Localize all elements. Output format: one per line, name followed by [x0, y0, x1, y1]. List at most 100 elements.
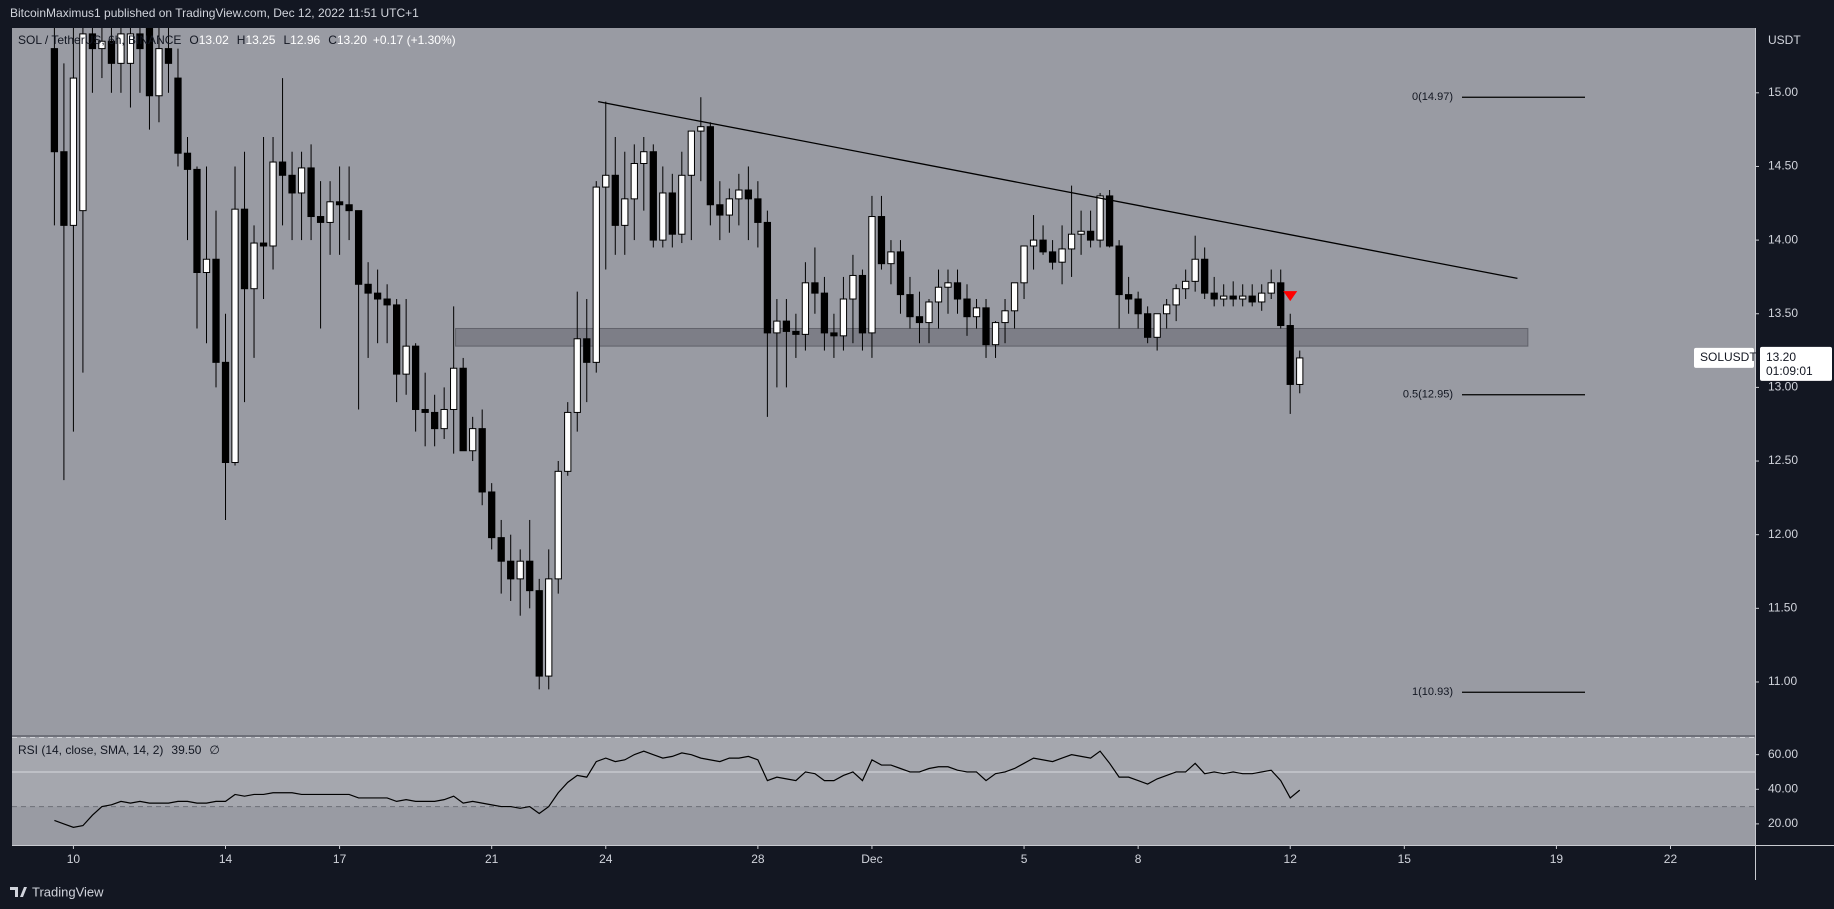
candle-body-up: [735, 189, 743, 200]
candle-body-down: [307, 167, 315, 218]
rsi-legend: RSI (14, close, SMA, 14, 2) 39.50 ∅: [18, 743, 220, 757]
last-price-box: [1760, 346, 1832, 381]
legend-key: L: [283, 33, 290, 47]
signal-marker: [1283, 291, 1298, 302]
candle-body-down: [316, 216, 325, 223]
legend-value: 12.96: [290, 33, 320, 47]
candle-body-up: [687, 130, 695, 176]
candle-body-up: [659, 192, 667, 241]
candle-body-down: [478, 428, 486, 493]
x-tick-label: 10: [67, 852, 81, 866]
candle-body-down: [50, 48, 59, 153]
candle-body-up: [1020, 245, 1028, 284]
candle-body-up: [269, 161, 277, 247]
candle-body-down: [1229, 295, 1237, 300]
brand-logo: [10, 887, 27, 897]
candle-body-down: [459, 367, 467, 452]
rsi-plot: [12, 737, 1755, 828]
legend-change: +0.17 (+1.30%): [373, 33, 456, 47]
y-tick-label: 14.00: [1768, 232, 1798, 246]
legend-value: 13.25: [245, 33, 275, 47]
candle-body-down: [193, 168, 201, 274]
candle-body-down: [1039, 239, 1047, 253]
candle-body-down: [212, 258, 220, 363]
candle-body-down: [507, 560, 515, 580]
candle-body-down: [421, 408, 429, 413]
candle-body-up: [602, 174, 610, 188]
y-tick-label: 13.00: [1768, 380, 1798, 394]
candle-body-up: [773, 320, 781, 334]
candle-body-down: [431, 411, 439, 430]
candle-body-up: [202, 258, 211, 274]
x-tick-label: Dec: [861, 852, 882, 866]
candle-body-down: [354, 210, 363, 285]
candle-body-up: [944, 282, 952, 288]
y-tick-label: 12.50: [1768, 453, 1798, 467]
candle-body-down: [792, 330, 800, 335]
candle-body-up: [1239, 295, 1247, 300]
candle-body-down: [716, 204, 724, 216]
candle-body-down: [364, 283, 372, 294]
candle-body-up: [868, 216, 876, 334]
fib-label: 1(10.93): [1412, 686, 1453, 698]
candle-body-up: [1267, 282, 1275, 294]
candle-body-down: [488, 491, 496, 539]
x-tick-label: 19: [1550, 852, 1564, 866]
candle-body-down: [611, 174, 619, 226]
candle-body-down: [107, 40, 116, 64]
candle-body-down: [136, 33, 144, 50]
y-tick-label: 40.00: [1768, 781, 1798, 795]
candle-body-down: [1086, 230, 1095, 241]
candle-body-down: [1105, 195, 1114, 247]
candle-body-down: [288, 174, 296, 194]
candle-body-up: [469, 428, 477, 452]
candle-body-down: [373, 292, 382, 300]
candle-body-up: [126, 33, 135, 64]
candle-body-down: [953, 282, 962, 300]
candle-body-up: [725, 198, 733, 216]
candle-body-down: [60, 151, 68, 226]
countdown-label: 01:09:01: [1766, 364, 1813, 378]
candle-body-up: [450, 367, 458, 410]
candle-body-up: [326, 201, 334, 223]
candle-body-down: [88, 33, 97, 50]
candle-body-up: [991, 322, 1000, 346]
candle-body-up: [1067, 233, 1076, 250]
candle-body-down: [1286, 325, 1294, 385]
candle-body-up: [678, 174, 686, 235]
candle-body-down: [174, 77, 182, 154]
candle-body-up: [839, 298, 848, 337]
candle-body-up: [79, 33, 87, 212]
candle-body-down: [1115, 245, 1123, 296]
candle-body-up: [1296, 357, 1304, 385]
candle-body-up: [630, 163, 638, 200]
candle-body-up: [98, 40, 106, 50]
candle-body-down: [811, 282, 819, 294]
candle-body-up: [231, 208, 239, 464]
brand[interactable]: TradingView: [32, 884, 104, 899]
candle-body-down: [383, 298, 391, 306]
candle-body-down: [1124, 294, 1133, 300]
candle-body-down: [259, 242, 268, 247]
candle-body-down: [744, 189, 753, 200]
candle-body-up: [640, 151, 648, 165]
candle-body-down: [754, 198, 762, 223]
candle-body-up: [117, 33, 125, 64]
candle-body-down: [896, 251, 905, 296]
candle-body-up: [155, 48, 163, 97]
candle-body-down: [963, 298, 971, 318]
candle-body-up: [69, 77, 78, 226]
legend-symbol: SOL / TetherUS, 6h, BINANCE: [18, 33, 181, 47]
x-tick-label: 5: [1021, 852, 1028, 866]
fib-label: 0(14.97): [1412, 91, 1453, 103]
candle-body-down: [1048, 251, 1057, 263]
currency-label: USDT: [1768, 33, 1801, 47]
candle-body-down: [830, 332, 838, 337]
y-tick-label: 60.00: [1768, 747, 1798, 761]
y-tick-label: 20.00: [1768, 816, 1798, 830]
x-tick-label: 28: [751, 852, 765, 866]
legend-key: O: [189, 33, 198, 47]
candle-body-up: [545, 578, 553, 677]
price-plot: 0(14.97) 0.5(12.95) 1(10.93): [50, 28, 1585, 698]
